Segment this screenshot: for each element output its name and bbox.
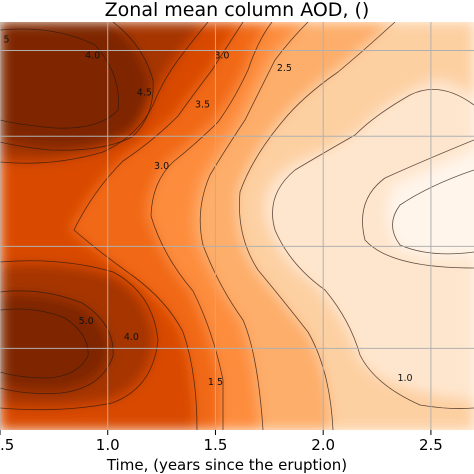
contour-line [362, 139, 474, 269]
contour-line [0, 22, 154, 151]
x-tick-label: .5 [0, 436, 14, 454]
chart-title: Zonal mean column AOD, () [105, 0, 370, 21]
contour-line [199, 22, 309, 430]
contour-line [0, 28, 119, 129]
x-axis-label: Time, (years since the eruption) [106, 456, 347, 474]
band-level-8 [0, 22, 151, 149]
x-tick-label: 2.0 [311, 436, 335, 454]
plot-area: 4.04.53.02.53.53.05.04.01.5 1.05 [0, 22, 474, 430]
contour-label: 1.0 [397, 373, 412, 384]
contour-label: 5.0 [79, 316, 94, 327]
filled-contours [0, 22, 474, 430]
contour-label: 4.5 [137, 87, 152, 98]
contour-line [0, 290, 114, 394]
x-tick-label: 1.5 [204, 436, 228, 454]
contour-line [73, 22, 244, 430]
x-tick-label: 1.0 [96, 436, 120, 454]
x-tick-labels: .5 1.0 1.5 2.0 2.5 [0, 430, 443, 454]
contour-line [0, 260, 159, 411]
contour-label: 4.0 [85, 51, 100, 62]
contour-lines [0, 22, 474, 430]
contour-label: 2.5 [277, 63, 292, 74]
x-tick-label: 2.5 [419, 436, 443, 454]
contour-line [239, 22, 396, 430]
contour-label: 3.0 [214, 51, 229, 62]
contour-line [150, 22, 273, 430]
contour-label: 3.5 [195, 100, 210, 111]
contour-label: 3.0 [154, 161, 169, 172]
contour-label: 5 [3, 34, 9, 45]
band-level-8b [0, 293, 111, 391]
contour-label: 4.0 [124, 332, 139, 343]
contour-line [392, 169, 474, 255]
contour-line [0, 22, 209, 164]
grid-lines [0, 22, 474, 430]
contour-line [0, 308, 89, 379]
contour-line [272, 89, 474, 409]
